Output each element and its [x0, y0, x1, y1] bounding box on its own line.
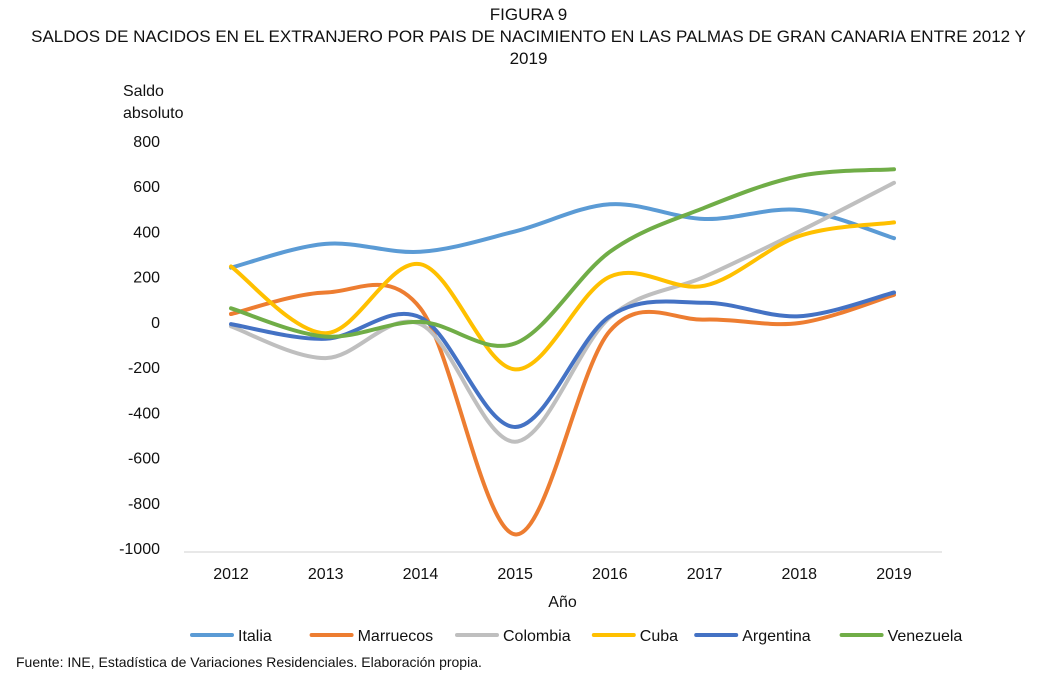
y-tick-label: -400 — [128, 405, 160, 422]
legend-label-argentina: Argentina — [742, 628, 811, 645]
legend-label-cuba: Cuba — [640, 628, 678, 645]
source-note: Fuente: INE, Estadística de Variaciones … — [16, 654, 482, 670]
x-tick-label: 2012 — [213, 566, 249, 583]
figure-label: FIGURA 9 — [489, 5, 568, 24]
series-line-argentina — [229, 290, 896, 430]
y-tick-label: 600 — [133, 179, 160, 196]
y-tick-label: 200 — [133, 270, 160, 287]
y-tick-label: 0 — [151, 315, 160, 332]
y-tick-label: -1000 — [119, 541, 160, 558]
legend-label-colombia: Colombia — [503, 628, 571, 645]
x-tick-label: 2014 — [403, 566, 439, 583]
y-tick-label: 400 — [133, 224, 160, 241]
series-line-marruecos — [229, 282, 896, 537]
chart-title: SALDOS DE NACIDOS EN EL EXTRANJERO POR P… — [31, 27, 1026, 68]
line-chart: Saldo absoluto 800 600 400 200 0 -200 -400 -600 -8… — [119, 83, 963, 645]
series-line-cuba — [229, 220, 896, 372]
legend-label-venezuela: Venezuela — [888, 628, 963, 645]
legend-label-marruecos: Marruecos — [358, 628, 434, 645]
series-line-colombia — [229, 180, 896, 444]
x-tick-label: 2018 — [781, 566, 817, 583]
y-tick-label: 800 — [133, 134, 160, 151]
x-tick-label: 2013 — [308, 566, 344, 583]
series-line-venezuela — [229, 167, 896, 348]
y-axis-label: Saldo — [123, 83, 164, 100]
series-line-italia — [229, 202, 896, 270]
legend-label-italia: Italia — [238, 628, 272, 645]
x-tick-label: 2019 — [876, 566, 912, 583]
y-tick-label: -800 — [128, 496, 160, 513]
x-tick-label: 2017 — [687, 566, 723, 583]
x-tick-label: 2016 — [592, 566, 628, 583]
x-tick-label: 2015 — [497, 566, 533, 583]
y-tick-label: -200 — [128, 360, 160, 377]
y-tick-label: -600 — [128, 451, 160, 468]
x-axis-label: Año — [548, 594, 577, 611]
y-axis-label: absoluto — [123, 105, 184, 122]
chart-title-block: FIGURA 9 SALDOS DE NACIDOS EN EL EXTRANJ… — [0, 4, 1057, 70]
